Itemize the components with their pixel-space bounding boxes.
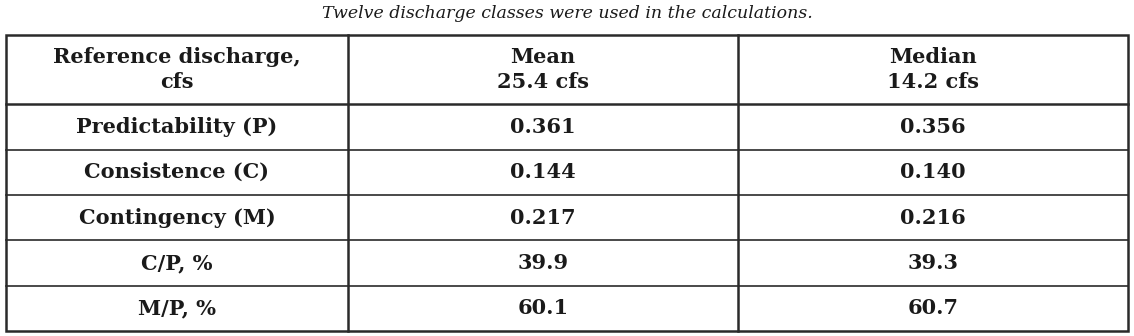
Text: C/P, %: C/P, % [141, 253, 213, 273]
Text: 0.356: 0.356 [900, 117, 966, 137]
Text: Reference discharge,
cfs: Reference discharge, cfs [53, 47, 301, 92]
Text: 60.1: 60.1 [517, 298, 568, 318]
Text: Median
14.2 cfs: Median 14.2 cfs [887, 47, 979, 92]
Text: 0.361: 0.361 [510, 117, 576, 137]
Text: Consistence (C): Consistence (C) [84, 162, 270, 182]
Text: M/P, %: M/P, % [138, 298, 215, 318]
Text: 0.216: 0.216 [900, 208, 966, 227]
Text: 39.9: 39.9 [517, 253, 568, 273]
Text: 60.7: 60.7 [907, 298, 958, 318]
Text: Predictability (P): Predictability (P) [76, 117, 278, 137]
Text: 0.140: 0.140 [900, 162, 966, 182]
Text: 39.3: 39.3 [907, 253, 958, 273]
Text: 0.217: 0.217 [510, 208, 576, 227]
Text: Mean
25.4 cfs: Mean 25.4 cfs [497, 47, 589, 92]
Text: Contingency (M): Contingency (M) [78, 208, 276, 227]
Text: Twelve discharge classes were used in the calculations.: Twelve discharge classes were used in th… [322, 5, 812, 22]
Text: 0.144: 0.144 [510, 162, 576, 182]
